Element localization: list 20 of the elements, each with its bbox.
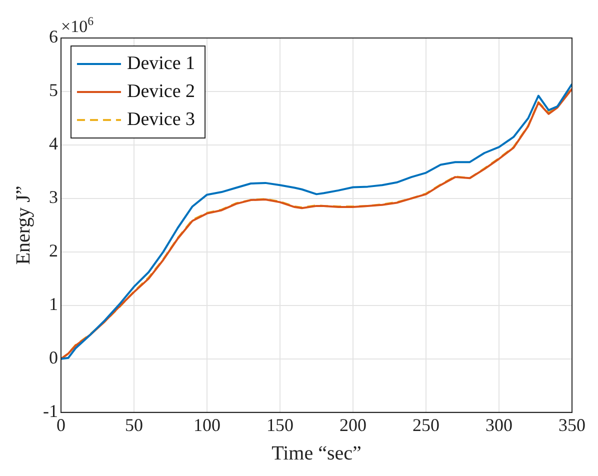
x-tick-label: 200 bbox=[339, 414, 366, 435]
y-axis-title: Energy J” bbox=[12, 186, 34, 265]
y-tick-label: 1 bbox=[48, 294, 58, 314]
y-tick-label: 4 bbox=[48, 134, 58, 154]
x-tick-label: 50 bbox=[124, 414, 143, 435]
x-tick-label: 250 bbox=[412, 414, 440, 435]
y-tick-label: 5 bbox=[48, 80, 58, 100]
y-tick-label: -1 bbox=[42, 401, 58, 422]
x-tick-label: 100 bbox=[193, 414, 220, 435]
legend-label: Device 2 bbox=[126, 80, 196, 102]
x-tick-label: 300 bbox=[486, 414, 512, 435]
y-tick-label: 3 bbox=[48, 187, 58, 208]
y-tick-label: 2 bbox=[48, 240, 58, 261]
legend-label: Device 3 bbox=[126, 108, 196, 130]
x-axis-title: Time “sec” bbox=[272, 442, 362, 464]
x-tick-label: 150 bbox=[266, 414, 294, 435]
y-tick-label: 0 bbox=[48, 348, 58, 368]
x-tick-label: 350 bbox=[558, 414, 586, 435]
legend-label: Device 1 bbox=[126, 52, 196, 74]
y-tick-label: 6 bbox=[48, 26, 58, 47]
